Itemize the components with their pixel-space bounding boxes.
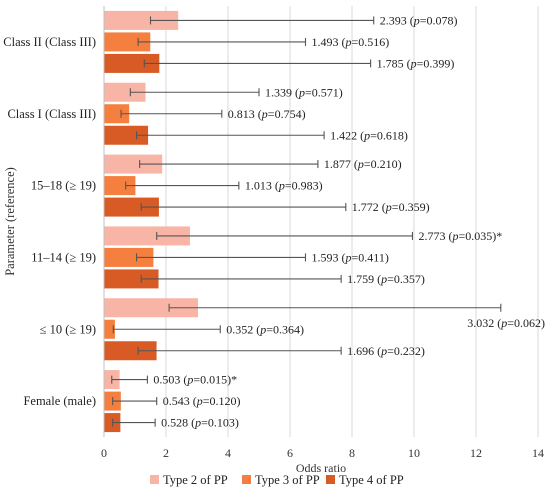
data-label: 1.339 (p=0.571) [265, 85, 343, 99]
data-label: 1.785 (p=0.399) [377, 56, 455, 70]
bar [104, 154, 163, 174]
data-label: 2.773 (p=0.035)* [418, 229, 502, 243]
bar [104, 104, 130, 124]
x-tick-label: 12 [470, 446, 482, 460]
legend-swatch [326, 475, 335, 484]
bar [104, 247, 154, 267]
bar [104, 32, 151, 52]
data-label: 0.543 (p=0.120) [163, 394, 241, 408]
y-axis-label: Parameter (reference) [3, 167, 17, 276]
category-label: ≤ 10 (≥ 19) [40, 322, 96, 336]
data-label: 0.503 (p=0.015)* [153, 373, 237, 387]
bar [104, 341, 157, 361]
bar [104, 269, 159, 289]
bar [104, 125, 149, 145]
category-label: Female (male) [23, 394, 96, 408]
bar [104, 319, 115, 339]
data-label: 1.759 (p=0.357) [347, 272, 425, 286]
data-label: 1.593 (p=0.411) [312, 250, 389, 264]
data-label: 0.352 (p=0.364) [226, 322, 304, 336]
data-label: 0.528 (p=0.103) [161, 416, 239, 430]
bar [104, 226, 190, 246]
bar [104, 197, 159, 217]
legend-swatch [242, 475, 251, 484]
legend-label: Type 3 of PP [255, 473, 320, 487]
x-tick-label: 0 [101, 446, 107, 460]
data-label: 1.772 (p=0.359) [352, 200, 430, 214]
category-label: 15–18 (≥ 19) [31, 179, 96, 193]
data-label: 0.813 (p=0.754) [228, 107, 306, 121]
x-tick-label: 4 [225, 446, 231, 460]
legend-label: Type 4 of PP [339, 473, 404, 487]
data-label: 1.013 (p=0.983) [245, 179, 323, 193]
x-tick-label: 10 [408, 446, 420, 460]
bar [104, 82, 146, 102]
bar [104, 10, 179, 30]
bar [104, 176, 136, 196]
data-label: 1.422 (p=0.618) [330, 128, 408, 142]
category-label: Class II (Class III) [3, 35, 96, 49]
data-label: 3.032 (p=0.062) [467, 316, 545, 330]
bar [104, 53, 160, 73]
x-tick-label: 8 [349, 446, 355, 460]
data-label: 1.493 (p=0.516) [312, 35, 390, 49]
x-tick-label: 2 [163, 446, 169, 460]
legend-swatch [150, 475, 159, 484]
data-label: 1.877 (p=0.210) [324, 157, 402, 171]
bar [104, 298, 198, 318]
x-axis-label: Odds ratio [296, 461, 346, 475]
x-tick-label: 14 [532, 446, 544, 460]
category-label: 11–14 (≥ 19) [31, 250, 96, 264]
legend-label: Type 2 of PP [163, 473, 228, 487]
data-label: 1.696 (p=0.232) [347, 344, 425, 358]
data-label: 2.393 (p=0.078) [380, 13, 458, 27]
category-label: Class I (Class III) [7, 107, 96, 121]
x-tick-label: 6 [287, 446, 293, 460]
